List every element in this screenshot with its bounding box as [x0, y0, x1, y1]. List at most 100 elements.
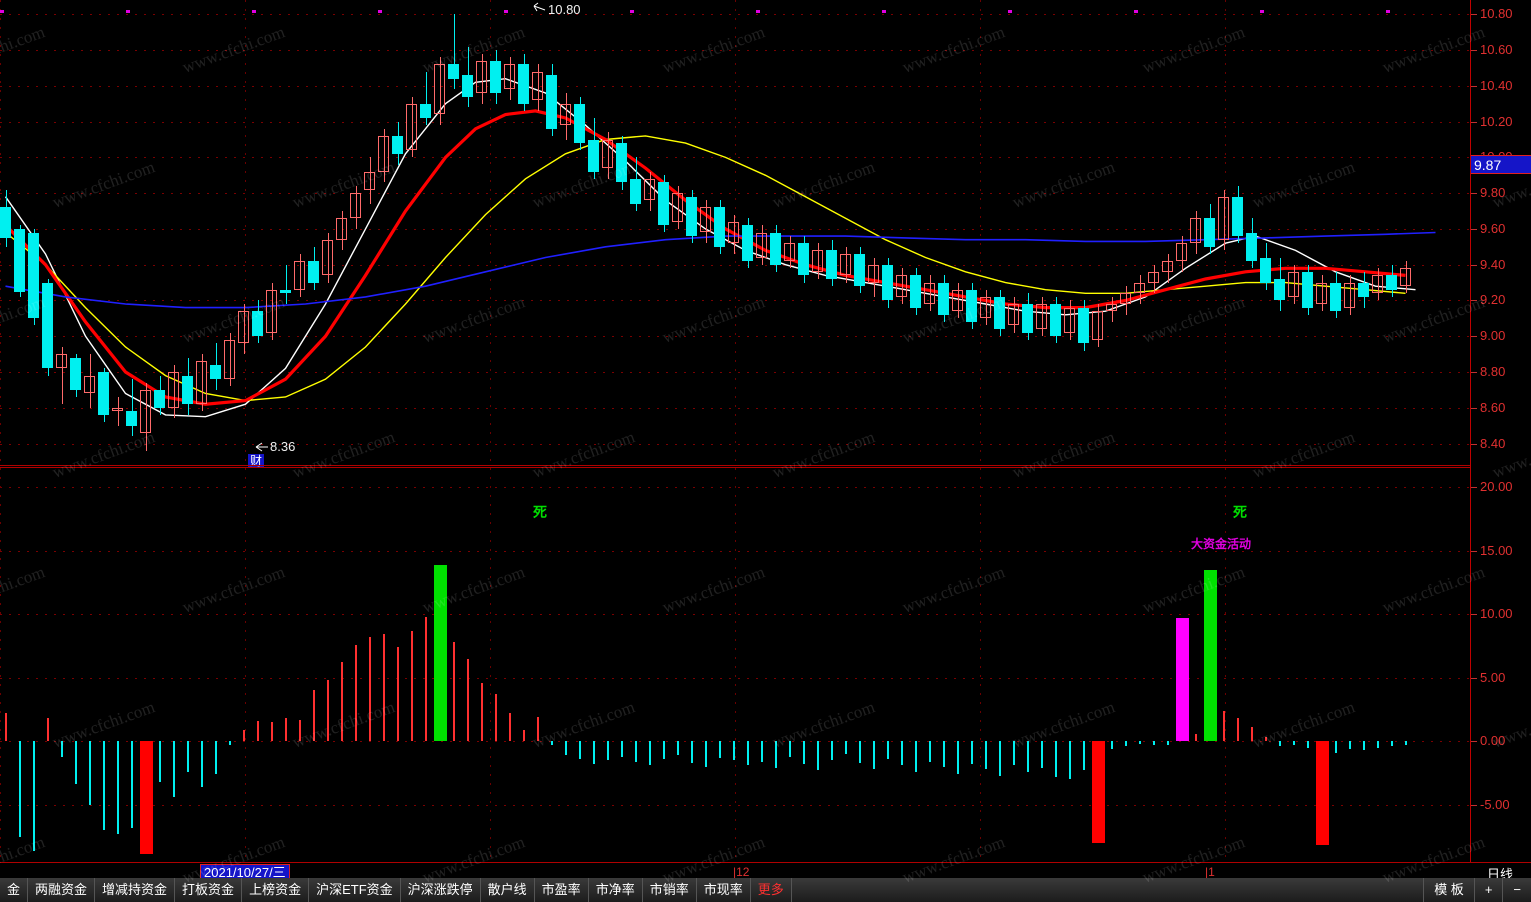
candle-body: [294, 261, 305, 290]
toolbar-item-3[interactable]: 上榜资金: [242, 878, 310, 902]
indicator-bar: [411, 630, 413, 742]
candle-wick: [929, 275, 931, 312]
axis-tick-label: 5.00: [1480, 669, 1506, 685]
toolbar-more-button[interactable]: 更多: [751, 878, 792, 902]
candle-wick: [453, 14, 455, 90]
candle-body: [140, 389, 151, 433]
indicator-bar: [397, 647, 399, 742]
toolbar-item-8[interactable]: 市净率: [589, 878, 643, 902]
zoom-out-button[interactable]: −: [1502, 878, 1531, 902]
toolbar-item-0[interactable]: 两融资金: [28, 878, 96, 902]
candle-wick: [89, 354, 91, 408]
candle-body: [378, 135, 389, 172]
axis-tick-mark: [1471, 85, 1477, 87]
candle-body: [182, 375, 193, 405]
candle-body: [84, 375, 95, 394]
bottom-toolbar[interactable]: 金 两融资金 增减持资金 打板资金 上榜资金 沪深ETF资金 沪深涨跌停 散户线 市盈率 市净率…: [0, 878, 1531, 902]
candle-body: [1092, 311, 1103, 340]
indicator-bar: [1265, 737, 1267, 742]
price-chart-panel[interactable]: 10.80 8.36 财: [0, 0, 1470, 468]
candle-body: [1106, 304, 1117, 312]
axis-tick-mark: [1471, 550, 1477, 552]
candle-body: [42, 282, 53, 369]
candle-wick: [649, 171, 651, 212]
indicator-annotation-label: 死: [1233, 504, 1247, 520]
candle-body: [0, 207, 11, 238]
finance-event-badge[interactable]: 财: [248, 454, 265, 468]
indicator-panel[interactable]: 死 死大资金活动: [0, 468, 1470, 862]
indicator-bar: [173, 741, 175, 798]
candle-body: [1302, 271, 1313, 308]
indicator-bar: [215, 741, 217, 775]
candle-wick: [411, 96, 413, 158]
axis-tick-mark: [1471, 300, 1477, 302]
indicator-bar-highlight: [1176, 617, 1189, 742]
indicator-bar: [425, 616, 427, 742]
candle-wick: [1321, 275, 1323, 312]
axis-tick-mark: [1471, 443, 1477, 445]
candle-body: [308, 261, 319, 283]
candle-wick: [817, 243, 819, 279]
candle-wick: [509, 57, 511, 101]
candle-body: [924, 282, 935, 305]
indicator-bar: [635, 741, 637, 762]
gridline-vertical: [980, 468, 981, 862]
indicator-bar: [341, 662, 343, 742]
price-axis[interactable]: 10.80 10.60 10.40 10.20 10.00 9.80 9.60 9.40 9.2…: [1470, 0, 1531, 862]
candle-body: [322, 239, 333, 276]
toolbar-item-4[interactable]: 沪深ETF资金: [309, 878, 401, 902]
candle-body: [854, 253, 865, 287]
candle-wick: [299, 253, 301, 297]
candle-wick: [145, 382, 147, 451]
toolbar-item-partial[interactable]: 金: [0, 878, 29, 902]
candle-body: [700, 207, 711, 233]
candle-wick: [1041, 296, 1043, 337]
indicator-bar: [663, 741, 665, 760]
candle-body: [938, 282, 949, 315]
gridline-vertical: [1225, 0, 1226, 465]
template-button[interactable]: 模 板: [1423, 878, 1474, 902]
axis-tick-label: 9.20: [1480, 292, 1506, 308]
zoom-in-button[interactable]: +: [1473, 878, 1503, 902]
candle-wick: [957, 282, 959, 319]
toolbar-items[interactable]: 两融资金 增减持资金 打板资金 上榜资金 沪深ETF资金 沪深涨跌停 散户线 市盈率 市净率 市销…: [28, 878, 751, 902]
candle-body: [532, 71, 543, 101]
indicator-bar: [915, 741, 917, 772]
candle-wick: [439, 57, 441, 126]
gridline-vertical: [980, 0, 981, 465]
indicator-bar: [775, 741, 777, 768]
candle-wick: [845, 246, 847, 283]
candle-body: [154, 389, 165, 408]
indicator-bar: [831, 741, 833, 761]
candle-wick: [873, 257, 875, 297]
candle-body: [238, 311, 249, 344]
toolbar-item-10[interactable]: 市现率: [697, 878, 751, 902]
toolbar-item-6[interactable]: 散户线: [481, 878, 535, 902]
candle-wick: [985, 289, 987, 326]
toolbar-item-5[interactable]: 沪深涨跌停: [401, 878, 481, 902]
toolbar-item-9[interactable]: 市销率: [643, 878, 697, 902]
toolbar-item-1[interactable]: 增减持资金: [95, 878, 176, 902]
indicator-bar: [1027, 741, 1029, 772]
gridline-vertical: [490, 468, 491, 862]
toolbar-item-2[interactable]: 打板资金: [175, 878, 243, 902]
candle-body: [1036, 304, 1047, 330]
indicator-bar: [509, 713, 511, 742]
axis-tick-label: 10.60: [1480, 42, 1513, 58]
candle-body: [70, 357, 81, 390]
candle-wick: [229, 332, 231, 387]
indicator-bar-highlight: [1092, 741, 1105, 843]
axis-tick-mark: [1471, 14, 1477, 16]
indicator-bar-highlight: [434, 564, 447, 742]
candle-body: [1162, 261, 1173, 272]
candle-body: [476, 60, 487, 93]
indicator-bar-highlight: [140, 741, 153, 855]
axis-tick-mark: [1471, 677, 1477, 679]
indicator-bar: [1055, 741, 1057, 777]
indicator-bar: [1363, 741, 1365, 751]
candle-body: [1260, 257, 1271, 283]
indicator-bar: [1293, 741, 1295, 746]
indicator-bar: [383, 634, 385, 742]
candle-wick: [607, 132, 609, 179]
toolbar-item-7[interactable]: 市盈率: [535, 878, 589, 902]
